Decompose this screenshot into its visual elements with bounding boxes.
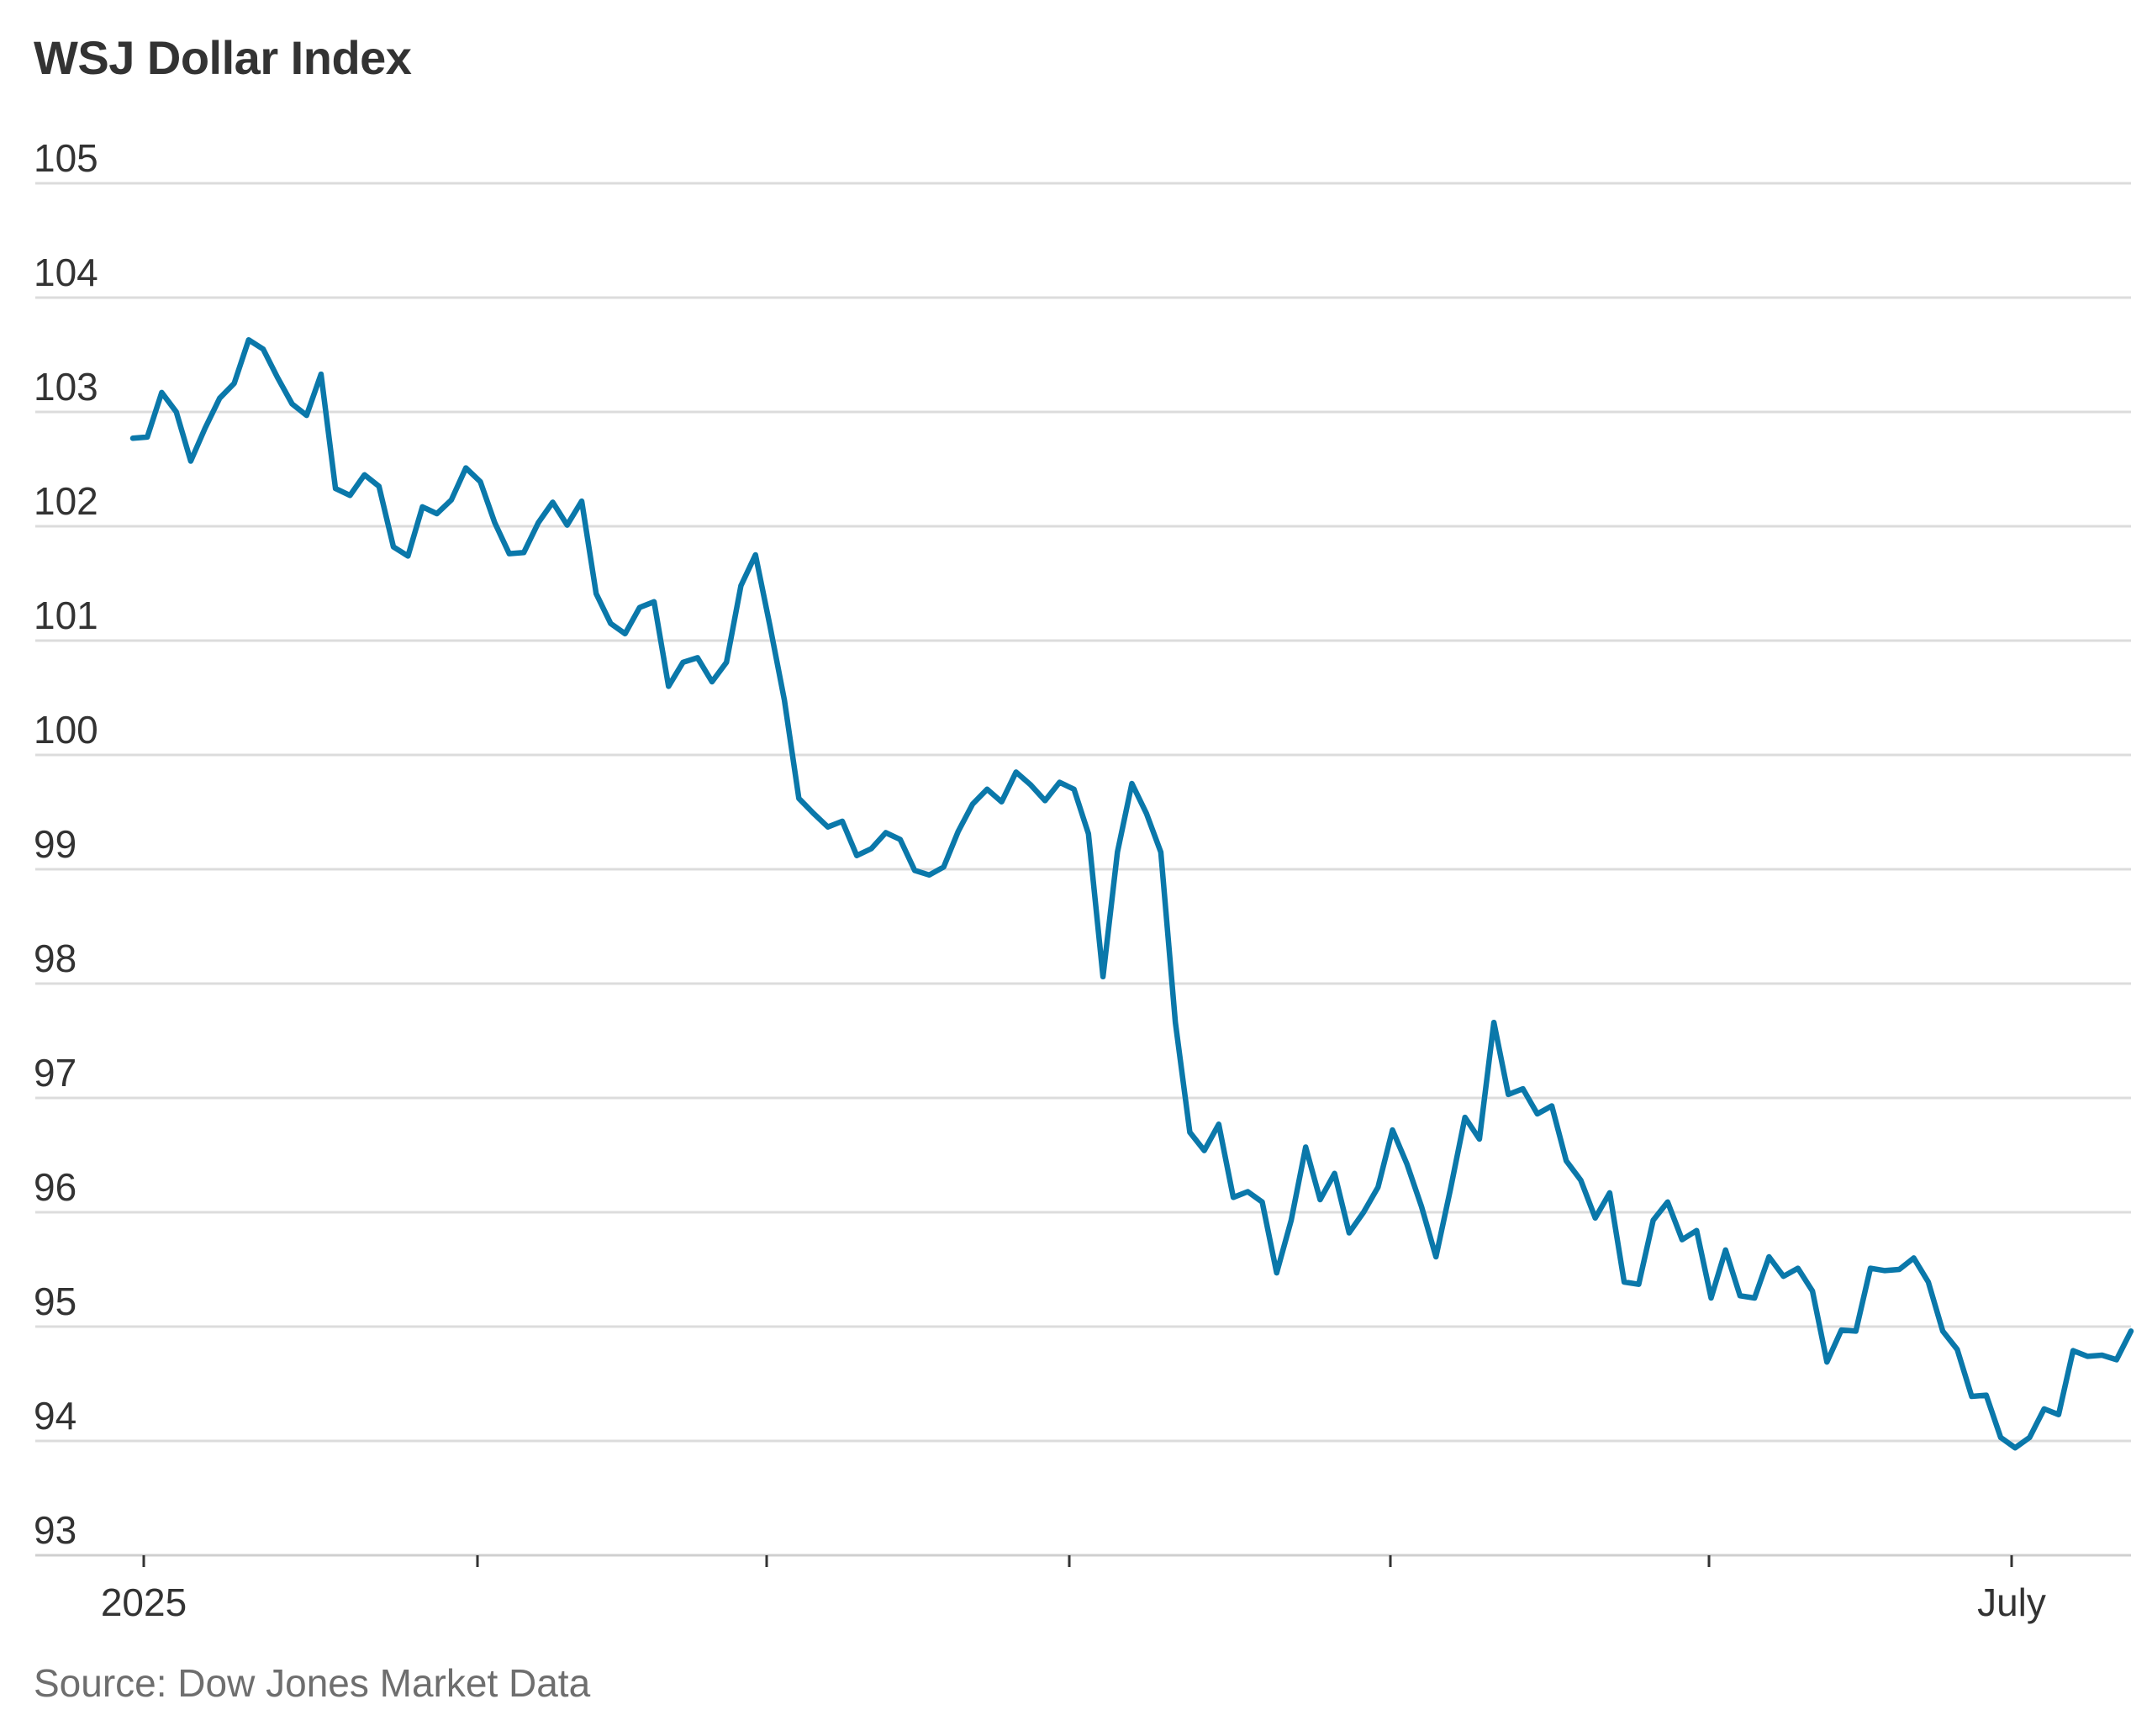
line-chart: 105 104 103 102 101 100 99 98 97 96 95 94 93 2025 Jul… [34, 136, 2134, 1624]
y-tick-label: 102 [34, 479, 98, 523]
x-tick-label: July [1977, 1580, 2046, 1624]
y-axis-tick-labels: 105 104 103 102 101 100 99 98 97 96 95 94 93 [34, 136, 98, 1552]
series-line [129, 337, 2134, 1451]
series-group [129, 337, 2134, 1451]
y-tick-label: 104 [34, 251, 98, 294]
y-tick-label: 94 [34, 1394, 76, 1438]
gridlines [35, 182, 2131, 1557]
y-tick-label: 97 [34, 1051, 76, 1095]
y-tick-label: 95 [34, 1280, 76, 1323]
y-tick-label: 99 [34, 822, 76, 866]
chart-title: WSJ Dollar Index [34, 31, 412, 84]
x-axis: 2025 July [101, 1555, 2046, 1624]
y-tick-label: 101 [34, 594, 98, 637]
source-note: Source: Dow Jones Market Data [34, 1661, 591, 1705]
y-tick-label: 103 [34, 365, 98, 409]
y-tick-label: 93 [34, 1508, 76, 1552]
y-tick-label: 105 [34, 136, 98, 180]
y-tick-label: 98 [34, 937, 76, 980]
x-tick-label: 2025 [101, 1580, 187, 1624]
y-tick-label: 96 [34, 1165, 76, 1209]
y-tick-label: 100 [34, 708, 98, 752]
